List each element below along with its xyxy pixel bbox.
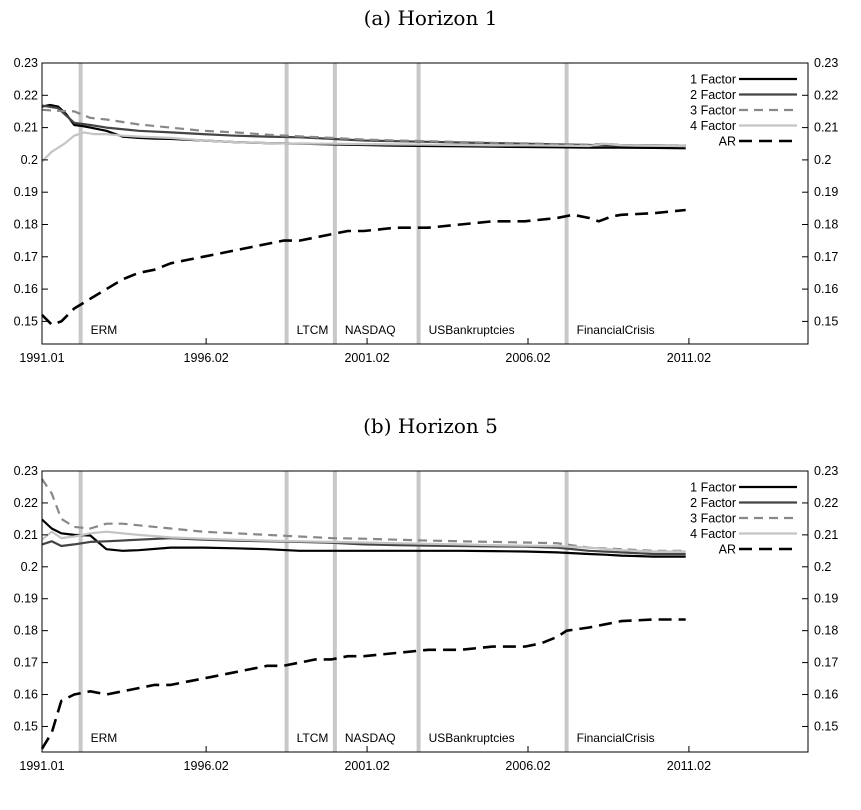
event-label: LTCM: [297, 731, 329, 745]
y-tick-label-left: 0.19: [14, 185, 38, 199]
series-line-1-factor: [41, 518, 686, 558]
legend-label: 4 Factor: [690, 527, 736, 541]
y-tick-label-left: 0.17: [14, 656, 38, 670]
y-tick-label-right: 0.19: [814, 592, 838, 606]
event-label: ERM: [91, 323, 118, 337]
y-tick-label-left: 0.23: [14, 56, 38, 70]
series-line-4-factor: [41, 131, 686, 163]
y-tick-label-right: 0.18: [814, 217, 838, 231]
y-tick-label-right: 0.17: [814, 656, 838, 670]
series-line-1-factor: [41, 103, 686, 150]
y-tick-label-right: 0.17: [814, 250, 838, 264]
y-tick-label-right: 0.21: [814, 528, 838, 542]
y-tick-label-right: 0.19: [814, 185, 838, 199]
legend-label: 4 Factor: [690, 119, 736, 133]
chart-title-horizon-5: (b) Horizon 5: [363, 414, 498, 438]
y-tick-label-right: 0.16: [814, 282, 838, 296]
x-tick-label: 2006.02: [505, 351, 550, 365]
y-tick-label-right: 0.15: [814, 314, 838, 328]
y-tick-label-right: 0.15: [814, 719, 838, 733]
y-tick-label-right: 0.16: [814, 688, 838, 702]
legend-label: 1 Factor: [690, 73, 736, 87]
y-tick-label-left: 0.18: [14, 624, 38, 638]
legend-label: AR: [719, 543, 736, 557]
legend-label: AR: [719, 135, 736, 149]
y-tick-label-left: 0.2: [21, 153, 38, 167]
event-label: LTCM: [297, 323, 329, 337]
x-tick-label: 2001.02: [344, 351, 389, 365]
series-line-ar: [41, 208, 686, 326]
y-tick-label-right: 0.23: [814, 56, 838, 70]
x-tick-label: 1996.02: [184, 351, 229, 365]
legend-label: 3 Factor: [690, 512, 736, 526]
series-line-ar: [40, 618, 686, 750]
series-line-4-factor: [41, 530, 686, 553]
y-tick-label-left: 0.23: [14, 464, 38, 478]
event-label: NASDAQ: [345, 731, 396, 745]
y-tick-label-left: 0.18: [14, 217, 38, 231]
legend-label: 2 Factor: [690, 496, 736, 510]
y-tick-label-right: 0.2: [814, 153, 831, 167]
series-line-3-factor: [41, 108, 686, 147]
plot-frame: [41, 62, 809, 345]
y-tick-label-right: 0.23: [814, 464, 838, 478]
x-tick-label: 1996.02: [184, 759, 229, 773]
chart-horizon-1: ERM LTCM NASDAQ USBankruptcies FinancialCris…: [14, 56, 839, 365]
y-tick-label-left: 0.15: [14, 314, 38, 328]
y-tick-label-right: 0.22: [814, 88, 838, 102]
y-tick-label-left: 0.19: [14, 592, 38, 606]
y-tick-label-left: 0.15: [14, 719, 38, 733]
y-tick-label-left: 0.21: [14, 528, 38, 542]
chart-horizon-5: ERM LTCM NASDAQ USBankruptcies FinancialCris…: [14, 464, 839, 773]
y-tick-label-right: 0.2: [814, 560, 831, 574]
x-tick-label: 2006.02: [505, 759, 550, 773]
x-tick-label: 2001.02: [344, 759, 389, 773]
x-tick-label: 1991.01: [19, 759, 64, 773]
y-tick-label-left: 0.17: [14, 250, 38, 264]
legend-label: 2 Factor: [690, 88, 736, 102]
event-label: ERM: [91, 731, 118, 745]
y-tick-label-left: 0.16: [14, 688, 38, 702]
event-label: USBankruptcies: [429, 323, 515, 337]
y-tick-label-right: 0.21: [814, 121, 838, 135]
x-tick-label: 1991.01: [19, 351, 64, 365]
x-tick-label: 2011.02: [667, 759, 711, 773]
plot-frame: [41, 470, 809, 753]
y-tick-label-left: 0.22: [14, 88, 38, 102]
chart-title-horizon-1: (a) Horizon 1: [363, 6, 498, 30]
series-line-3-factor: [41, 478, 686, 552]
event-label: FinancialCrisis: [577, 731, 655, 745]
event-label: NASDAQ: [345, 323, 396, 337]
y-tick-label-left: 0.16: [14, 282, 38, 296]
y-tick-label-left: 0.21: [14, 121, 38, 135]
y-tick-label-left: 0.22: [14, 496, 38, 510]
legend-label: 1 Factor: [690, 481, 736, 495]
x-tick-label: 2011.02: [667, 351, 711, 365]
y-tick-label-left: 0.2: [21, 560, 38, 574]
y-tick-label-right: 0.18: [814, 624, 838, 638]
y-tick-label-right: 0.22: [814, 496, 838, 510]
series-line-2-factor: [41, 104, 686, 147]
event-label: FinancialCrisis: [577, 323, 655, 337]
legend-label: 3 Factor: [690, 104, 736, 118]
event-label: USBankruptcies: [429, 731, 515, 745]
